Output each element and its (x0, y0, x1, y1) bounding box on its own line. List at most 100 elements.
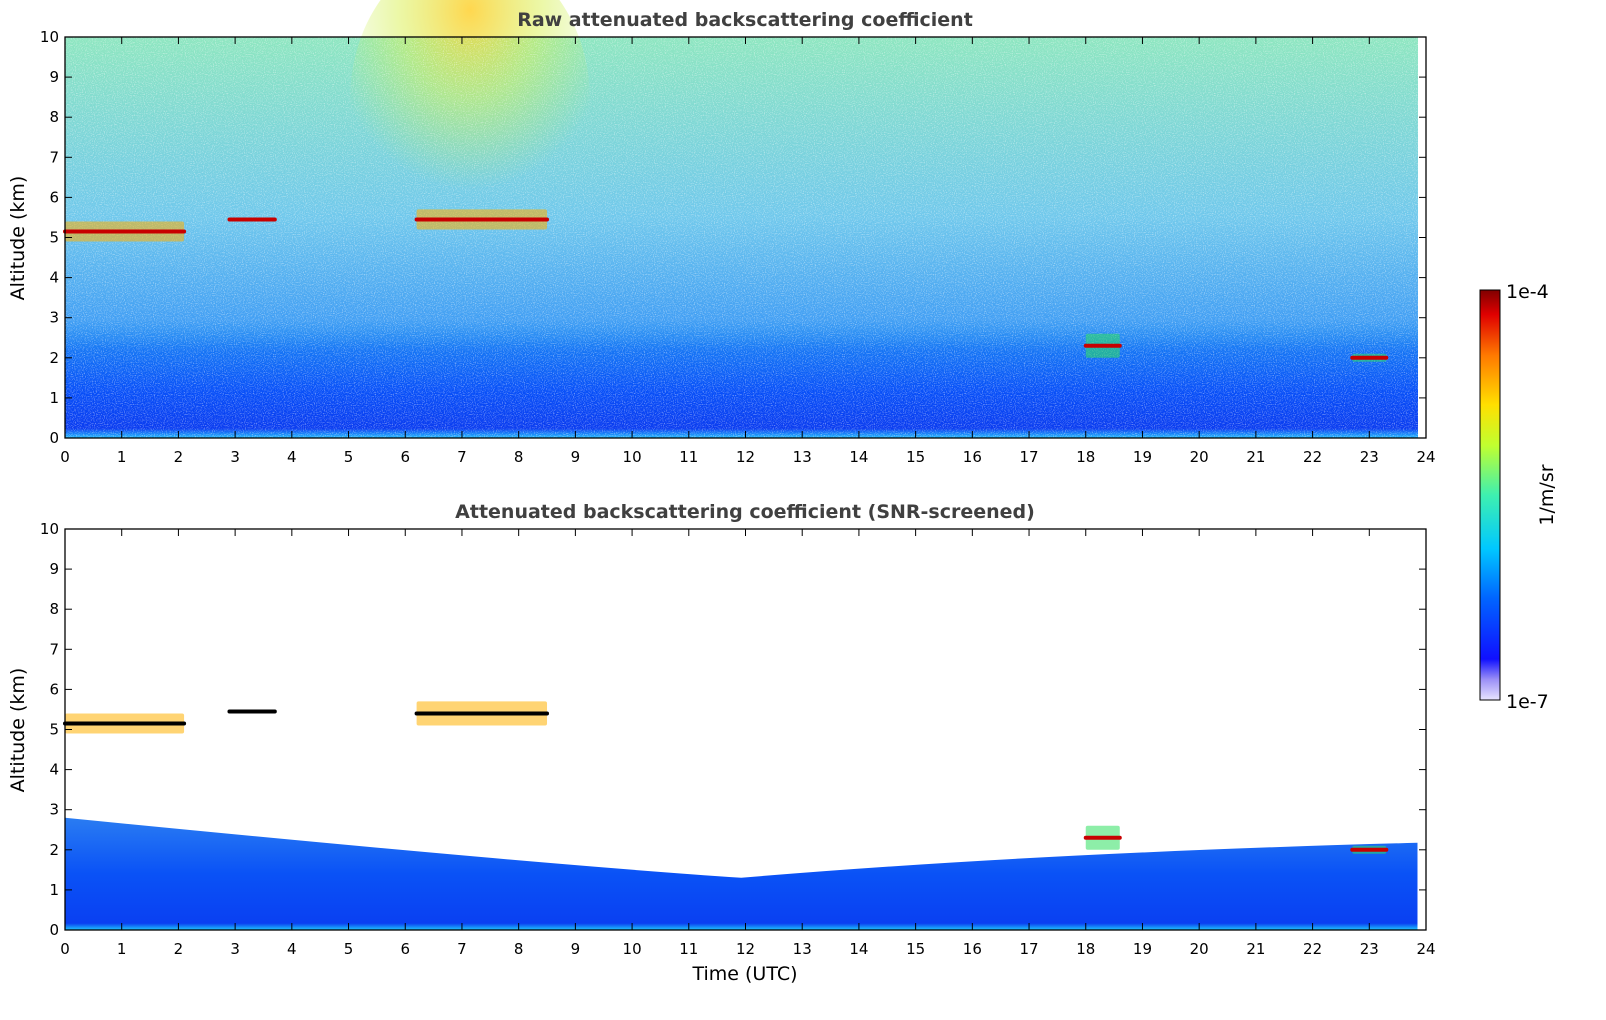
snr-y-tick-label: 2 (49, 841, 59, 859)
x-axis-label: Time (UTC) (691, 963, 797, 985)
raw-x-tick-label: 16 (963, 448, 982, 466)
snr-y-tick-label: 3 (49, 801, 59, 819)
raw-x-tick-label: 6 (400, 448, 410, 466)
snr-heatmap-area (63, 701, 1418, 930)
raw-cloud-fragment (1350, 353, 1389, 362)
snr-x-tick-label: 24 (1416, 940, 1435, 958)
raw-y-tick-label: 10 (40, 28, 59, 46)
snr-y-axis-label: Altitude (km) (7, 668, 29, 793)
raw-x-tick-label: 18 (1076, 448, 1095, 466)
raw-backscatter-panel: 0 1 2 3 4 5 6 7 8 9 10 11 12 13 14 15 16 17 18 19 20 21 22 23 24… (7, 0, 1436, 466)
raw-y-tick-label: 4 (49, 269, 59, 287)
raw-y-tick-label: 5 (49, 229, 59, 247)
snr-x-tick-label: 1 (117, 940, 127, 958)
snr-x-tick-label: 17 (1019, 940, 1038, 958)
snr-y-tick-label: 1 (49, 881, 59, 899)
raw-x-tick-label: 11 (679, 448, 698, 466)
raw-y-axis: 0 1 2 3 4 5 6 7 8 9 10 (40, 28, 1426, 447)
raw-x-tick-label: 22 (1303, 448, 1322, 466)
snr-cloud-layer (227, 709, 277, 714)
raw-x-tick-label: 10 (623, 448, 642, 466)
raw-x-axis: 0 1 2 3 4 5 6 7 8 9 10 11 12 13 14 15 16 17 18 19 20 21 22 23 24 (60, 37, 1436, 466)
raw-x-tick-label: 3 (230, 448, 240, 466)
snr-x-tick-label: 22 (1303, 940, 1322, 958)
snr-cloud-layer (63, 713, 187, 734)
snr-x-tick-label: 16 (963, 940, 982, 958)
raw-x-tick-label: 4 (287, 448, 297, 466)
snr-y-tick-label: 0 (49, 921, 59, 939)
raw-cloud-layer (227, 217, 277, 222)
raw-x-tick-label: 24 (1416, 448, 1435, 466)
snr-screened-panel: 0 1 2 3 4 5 6 7 8 9 10 11 12 13 14 15 16 17 18 19 20 21 22 23 24… (7, 501, 1436, 985)
snr-y-tick-label: 10 (40, 520, 59, 538)
raw-x-tick-label: 14 (849, 448, 868, 466)
raw-x-tick-label: 13 (793, 448, 812, 466)
snr-y-tick-label: 7 (49, 640, 59, 658)
raw-y-tick-label: 7 (49, 148, 59, 166)
snr-cloud-fragment (1350, 845, 1389, 854)
raw-y-axis-label: Altitude (km) (7, 176, 29, 301)
snr-y-tick-label: 6 (49, 680, 59, 698)
raw-y-tick-label: 6 (49, 188, 59, 206)
raw-x-tick-label: 8 (514, 448, 524, 466)
raw-x-tick-label: 5 (344, 448, 354, 466)
raw-x-tick-label: 21 (1246, 448, 1265, 466)
snr-x-tick-label: 23 (1360, 940, 1379, 958)
snr-boundary-layer (65, 817, 1418, 930)
snr-y-axis: 0 1 2 3 4 5 6 7 8 9 10 (40, 520, 1426, 939)
snr-cloud-fragment (1083, 825, 1122, 850)
raw-x-tick-label: 17 (1019, 448, 1038, 466)
raw-x-tick-label: 23 (1360, 448, 1379, 466)
snr-x-tick-label: 18 (1076, 940, 1095, 958)
snr-x-tick-label: 7 (457, 940, 467, 958)
snr-y-tick-label: 5 (49, 721, 59, 739)
raw-panel-title: Raw attenuated backscattering coefficien… (517, 9, 973, 31)
snr-x-tick-label: 2 (174, 940, 184, 958)
raw-cloud-layer (414, 209, 550, 230)
snr-x-tick-label: 5 (344, 940, 354, 958)
snr-x-tick-label: 21 (1246, 940, 1265, 958)
raw-x-tick-label: 2 (174, 448, 184, 466)
snr-y-tick-label: 9 (49, 560, 59, 578)
colorbar-gradient (1479, 289, 1501, 701)
snr-x-tick-label: 0 (60, 940, 70, 958)
raw-y-tick-label: 3 (49, 309, 59, 327)
raw-y-tick-label: 0 (49, 429, 59, 447)
colorbar-min-label: 1e-7 (1506, 691, 1549, 713)
raw-x-tick-label: 9 (571, 448, 581, 466)
raw-heatmap-area (63, 0, 1418, 438)
snr-x-tick-label: 13 (793, 940, 812, 958)
colorbar: 1e-4 1e-7 1/m/sr (1479, 281, 1558, 713)
snr-x-tick-label: 11 (679, 940, 698, 958)
raw-x-tick-label: 19 (1133, 448, 1152, 466)
snr-x-tick-label: 4 (287, 940, 297, 958)
raw-y-tick-label: 1 (49, 389, 59, 407)
snr-x-tick-label: 6 (400, 940, 410, 958)
snr-x-tick-label: 9 (571, 940, 581, 958)
raw-y-tick-label: 2 (49, 349, 59, 367)
snr-y-tick-label: 4 (49, 761, 59, 779)
raw-y-tick-label: 8 (49, 108, 59, 126)
raw-cloud-fragment (1083, 333, 1122, 358)
raw-x-tick-label: 0 (60, 448, 70, 466)
snr-x-tick-label: 10 (623, 940, 642, 958)
raw-x-tick-label: 1 (117, 448, 127, 466)
snr-y-tick-label: 8 (49, 600, 59, 618)
raw-cloud-layer (63, 221, 187, 242)
raw-x-tick-label: 20 (1190, 448, 1209, 466)
snr-x-tick-label: 12 (736, 940, 755, 958)
snr-panel-title: Attenuated backscattering coefficient (S… (455, 501, 1035, 523)
snr-x-tick-label: 8 (514, 940, 524, 958)
raw-x-tick-label: 15 (906, 448, 925, 466)
raw-y-tick-label: 9 (49, 68, 59, 86)
snr-cloud-layer (414, 701, 550, 726)
raw-x-tick-label: 12 (736, 448, 755, 466)
colorbar-unit-label: 1/m/sr (1536, 464, 1558, 525)
raw-x-tick-label: 7 (457, 448, 467, 466)
snr-x-tick-label: 20 (1190, 940, 1209, 958)
snr-x-tick-label: 14 (849, 940, 868, 958)
snr-x-tick-label: 19 (1133, 940, 1152, 958)
colorbar-max-label: 1e-4 (1506, 281, 1549, 303)
snr-x-tick-label: 3 (230, 940, 240, 958)
